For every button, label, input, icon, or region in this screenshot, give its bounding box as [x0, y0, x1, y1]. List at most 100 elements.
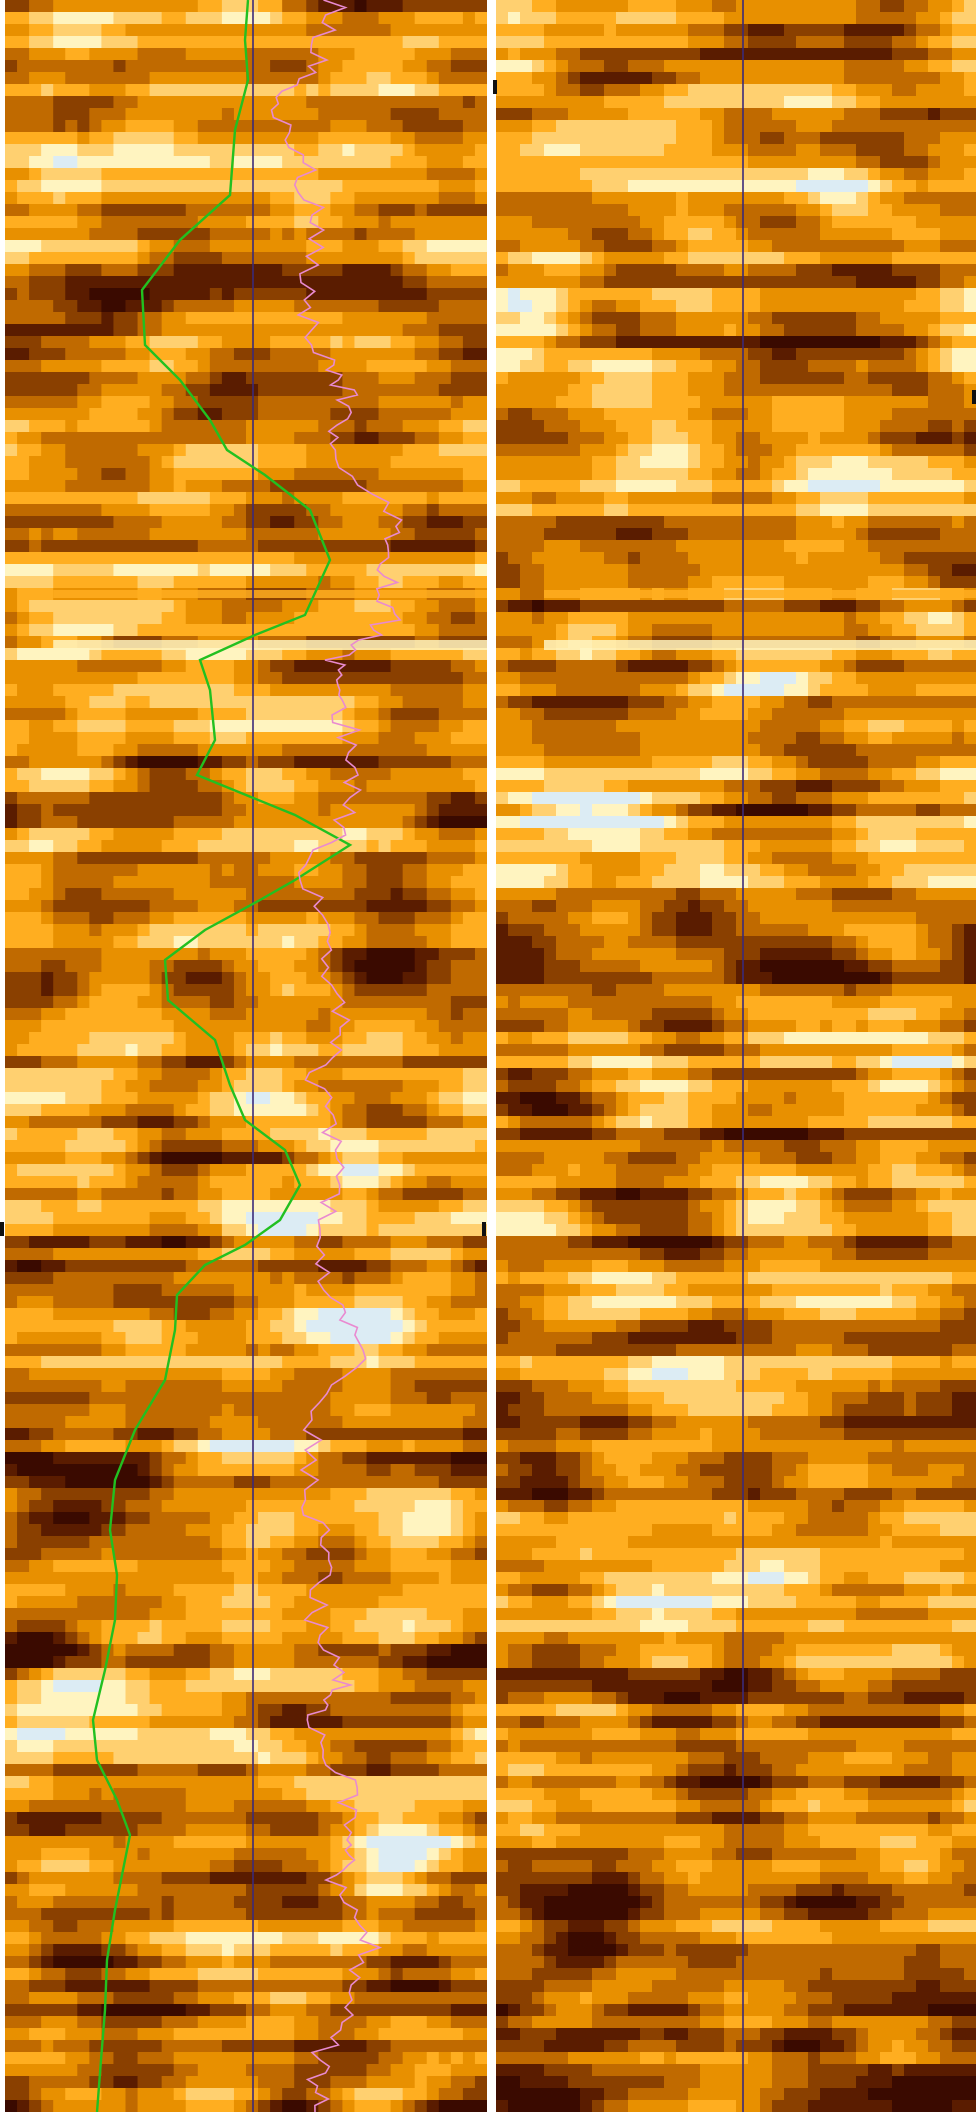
image-pixel — [282, 660, 295, 673]
image-pixel — [378, 480, 392, 493]
image-pixel — [390, 1344, 404, 1357]
image-pixel — [426, 756, 440, 769]
image-pixel — [462, 240, 476, 253]
image-pixel — [270, 792, 283, 805]
image-pixel — [41, 1140, 54, 1153]
image-pixel — [378, 120, 392, 133]
image-pixel — [402, 576, 416, 589]
image-pixel — [209, 1284, 223, 1297]
image-pixel — [161, 1056, 175, 1069]
image-pixel — [306, 24, 319, 37]
image-pixel — [221, 828, 235, 841]
image-pixel — [378, 708, 392, 721]
image-pixel — [17, 1452, 30, 1465]
image-pixel — [366, 768, 380, 781]
image-pixel — [125, 1488, 139, 1501]
image-pixel — [294, 1068, 307, 1081]
image-pixel — [113, 564, 127, 577]
image-pixel — [5, 1416, 18, 1429]
image-pixel — [17, 396, 30, 409]
image-pixel — [318, 1152, 331, 1165]
image-pixel — [113, 1212, 127, 1225]
image-pixel — [209, 240, 223, 253]
image-pixel — [426, 96, 440, 109]
image-pixel — [233, 336, 247, 349]
image-pixel — [185, 204, 199, 217]
image-pixel — [390, 1404, 404, 1417]
image-pixel — [462, 168, 476, 181]
image-pixel — [41, 636, 54, 649]
image-pixel — [5, 72, 18, 85]
image-pixel — [270, 348, 283, 361]
image-pixel — [233, 1056, 247, 1069]
image-pixel — [354, 600, 368, 613]
image-pixel — [89, 1428, 102, 1441]
image-pixel — [209, 312, 223, 325]
image-pixel — [366, 912, 380, 925]
image-pixel — [474, 1056, 487, 1069]
image-pixel — [474, 1404, 487, 1417]
image-pixel — [173, 792, 187, 805]
image-pixel — [258, 360, 271, 373]
image-pixel — [65, 900, 78, 913]
image-pixel — [306, 552, 319, 565]
image-pixel — [426, 336, 440, 349]
image-pixel — [17, 444, 30, 457]
image-pixel — [89, 408, 102, 421]
image-pixel — [41, 1236, 54, 1249]
image-pixel — [306, 1248, 319, 1261]
image-pixel — [354, 696, 368, 709]
image-pixel — [77, 1224, 90, 1237]
image-pixel — [354, 1248, 368, 1261]
image-pixel — [125, 372, 139, 385]
image-pixel — [354, 960, 368, 973]
image-pixel — [402, 756, 416, 769]
image-pixel — [306, 1368, 319, 1381]
image-pixel — [29, 1080, 42, 1093]
image-pixel — [101, 1104, 115, 1117]
image-pixel — [330, 1056, 343, 1069]
image-pixel — [354, 864, 368, 877]
image-pixel — [354, 504, 368, 517]
image-pixel — [282, 972, 295, 985]
image-pixel — [65, 456, 78, 469]
image-pixel — [5, 804, 18, 817]
image-pixel — [5, 84, 18, 97]
image-pixel — [89, 1440, 102, 1453]
image-pixel — [438, 468, 452, 481]
image-pixel — [5, 1392, 18, 1405]
image-pixel — [53, 1260, 66, 1273]
image-pixel — [161, 0, 175, 13]
image-pixel — [366, 672, 380, 685]
image-pixel — [474, 24, 487, 37]
image-pixel — [402, 1080, 416, 1093]
image-pixel — [474, 1236, 487, 1249]
image-pixel — [270, 1080, 283, 1093]
image-pixel — [197, 108, 211, 121]
image-pixel — [29, 852, 42, 865]
image-pixel — [330, 840, 343, 853]
image-pixel — [185, 120, 199, 133]
image-pixel — [378, 1476, 392, 1489]
image-pixel — [438, 1308, 452, 1321]
image-pixel — [29, 1404, 42, 1417]
image-pixel — [65, 852, 78, 865]
image-pixel — [233, 72, 247, 85]
image-pixel — [221, 672, 235, 685]
image-pixel — [318, 1368, 331, 1381]
image-pixel — [113, 672, 127, 685]
image-pixel — [402, 1248, 416, 1261]
image-pixel — [354, 888, 368, 901]
image-pixel — [233, 1080, 247, 1093]
image-pixel — [185, 1140, 199, 1153]
image-pixel — [101, 1200, 115, 1213]
image-pixel — [17, 864, 30, 877]
image-pixel — [474, 492, 487, 505]
image-pixel — [354, 828, 368, 841]
image-pixel — [306, 1488, 319, 1501]
image-pixel — [402, 240, 416, 253]
image-pixel — [414, 528, 428, 541]
image-pixel — [354, 528, 368, 541]
image-pixel — [113, 372, 127, 385]
